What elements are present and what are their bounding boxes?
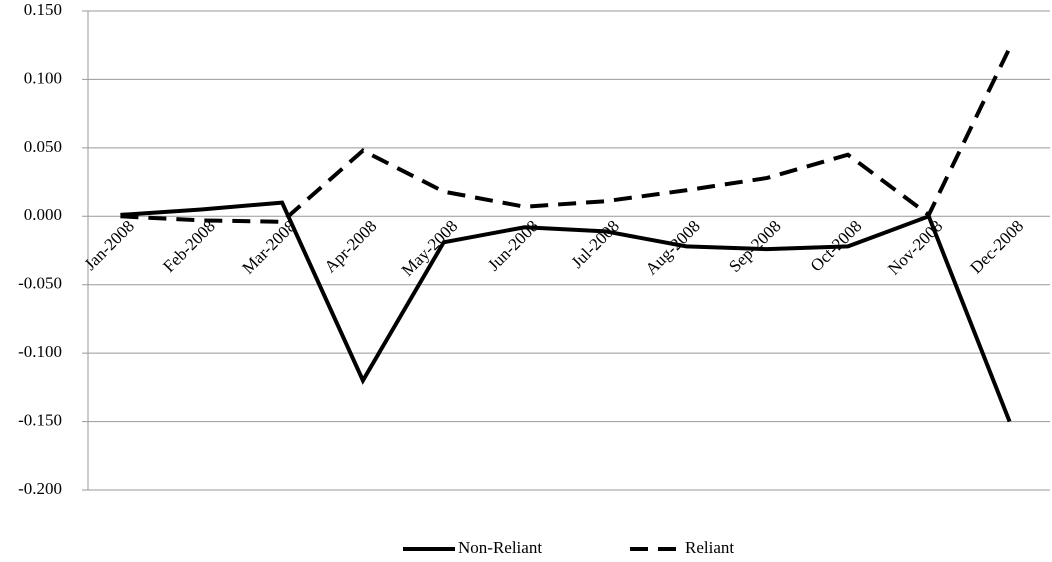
x-tick-label: Jul-2008	[567, 216, 623, 272]
y-tick-label: 0.050	[24, 137, 62, 156]
x-tick-label: Apr-2008	[321, 216, 381, 276]
legend-label: Reliant	[685, 538, 734, 557]
y-tick-label: 0.100	[24, 68, 62, 87]
legend-label: Non-Reliant	[458, 538, 542, 557]
x-tick-label: Feb-2008	[159, 216, 219, 276]
y-tick-label: -0.050	[18, 274, 62, 293]
y-tick-label: -0.100	[18, 342, 62, 361]
y-tick-label: 0.150	[24, 0, 62, 19]
x-tick-label: Jun-2008	[484, 216, 542, 274]
y-tick-label: -0.150	[18, 410, 62, 429]
x-tick-label: Nov-2008	[884, 216, 946, 278]
y-tick-label: -0.200	[18, 479, 62, 498]
y-tick-label: 0.000	[24, 205, 62, 224]
x-tick-label: Jan-2008	[80, 216, 138, 274]
series-line	[120, 47, 1012, 224]
series-line	[120, 200, 1012, 423]
x-tick-label: Dec-2008	[966, 216, 1027, 277]
